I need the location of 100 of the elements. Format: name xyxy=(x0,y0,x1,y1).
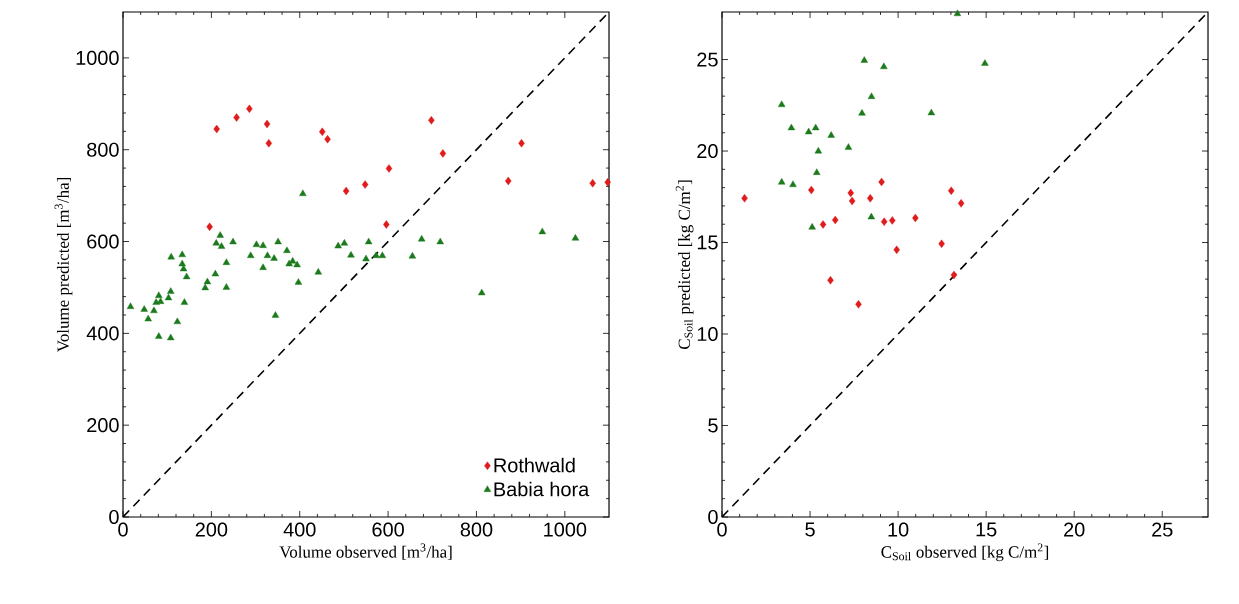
point xyxy=(270,254,278,261)
point xyxy=(342,186,350,196)
point xyxy=(789,180,797,187)
point xyxy=(182,272,191,280)
y-tick-label: 600 xyxy=(87,234,119,249)
point xyxy=(289,257,297,264)
x-tick-label: 15 xyxy=(976,522,997,537)
point xyxy=(408,252,417,259)
x-tick-label: 25 xyxy=(1152,522,1173,537)
point xyxy=(778,178,786,185)
point xyxy=(164,293,173,301)
point xyxy=(880,62,888,70)
y-tick-label: 400 xyxy=(86,326,119,341)
point xyxy=(372,251,380,258)
point xyxy=(787,123,796,131)
point xyxy=(334,241,342,249)
x-axis-title: Volume observed [m$^{3}$/ha] xyxy=(279,543,452,560)
point xyxy=(847,188,854,198)
point xyxy=(201,283,209,291)
point xyxy=(144,314,152,322)
point xyxy=(938,239,945,249)
point xyxy=(439,149,447,158)
point xyxy=(844,143,853,150)
point xyxy=(340,239,349,246)
point xyxy=(478,288,486,296)
point xyxy=(385,164,393,173)
point xyxy=(212,239,220,246)
point xyxy=(252,240,261,247)
x-tick-label: 5 xyxy=(805,522,815,537)
point xyxy=(150,306,158,314)
point xyxy=(263,119,271,129)
point xyxy=(953,9,962,17)
point xyxy=(927,108,936,116)
point xyxy=(981,59,989,66)
point xyxy=(518,139,525,148)
x-tick-label: 600 xyxy=(372,522,404,537)
y-tick-label: 800 xyxy=(87,142,119,157)
y-tick-label: 200 xyxy=(87,418,119,433)
point xyxy=(957,199,965,208)
point xyxy=(126,302,135,309)
x-tick-label: 1000 xyxy=(544,522,587,537)
y-tick-label: 25 xyxy=(697,52,718,67)
point xyxy=(365,237,373,245)
y-tick-label: 10 xyxy=(697,326,718,342)
point xyxy=(858,109,866,116)
point xyxy=(867,92,876,99)
point xyxy=(222,258,231,265)
point xyxy=(319,127,326,137)
point xyxy=(167,252,175,260)
point xyxy=(263,251,272,258)
point xyxy=(867,194,874,203)
point xyxy=(314,268,322,275)
x-tick-label: 400 xyxy=(283,522,316,537)
y-tick-label: 20 xyxy=(697,143,718,159)
point xyxy=(259,241,267,248)
point xyxy=(283,246,291,253)
point xyxy=(180,298,189,305)
point xyxy=(274,237,282,245)
point xyxy=(604,178,611,187)
point xyxy=(867,212,875,220)
point xyxy=(211,269,220,277)
y-tick-label: 0 xyxy=(109,509,119,525)
point xyxy=(229,237,237,245)
point xyxy=(860,56,868,63)
x-tick-label: 20 xyxy=(1064,522,1085,537)
point xyxy=(293,260,301,268)
x-tick-label: 200 xyxy=(195,522,228,537)
point xyxy=(855,300,862,309)
point xyxy=(436,237,444,245)
point xyxy=(808,185,815,195)
point xyxy=(889,216,896,225)
point xyxy=(203,277,212,285)
legend-label: Babia hora xyxy=(494,481,590,497)
legend-label: Rothwald xyxy=(494,457,575,473)
point xyxy=(206,222,213,232)
point xyxy=(950,270,958,280)
point xyxy=(814,147,822,154)
point xyxy=(808,223,816,230)
point xyxy=(428,116,435,125)
point xyxy=(827,131,835,138)
point xyxy=(741,194,748,203)
point xyxy=(832,215,839,225)
point xyxy=(571,234,580,241)
point xyxy=(418,235,426,242)
point xyxy=(222,283,231,290)
point xyxy=(173,317,182,325)
y-tick-label: 5 xyxy=(708,418,718,433)
point xyxy=(140,305,148,312)
point xyxy=(271,311,280,318)
point xyxy=(505,176,512,186)
point xyxy=(948,186,955,195)
y-tick-label: 1000 xyxy=(76,50,119,65)
point xyxy=(299,189,307,196)
point xyxy=(167,287,175,294)
point xyxy=(362,254,370,262)
point xyxy=(778,100,786,107)
point xyxy=(178,250,186,258)
point xyxy=(827,276,834,285)
point xyxy=(246,104,253,114)
point xyxy=(152,298,160,305)
